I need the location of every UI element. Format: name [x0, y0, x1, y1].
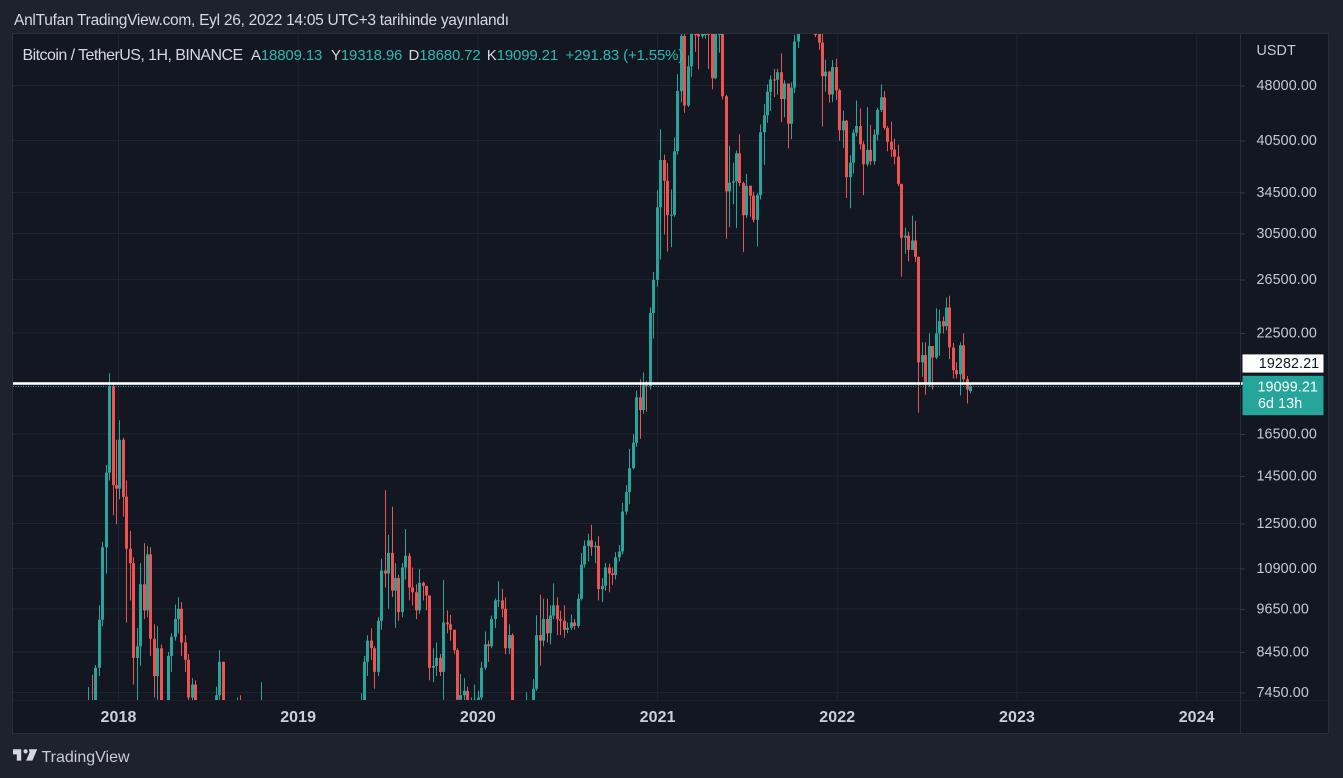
svg-text:19099.21: 19099.21	[1258, 379, 1318, 395]
svg-text:6d 13h: 6d 13h	[1258, 396, 1302, 412]
svg-text:34500.00: 34500.00	[1257, 185, 1317, 201]
svg-text:10900.00: 10900.00	[1257, 561, 1317, 577]
svg-text:8450.00: 8450.00	[1257, 645, 1309, 661]
svg-text:2021: 2021	[640, 709, 676, 726]
svg-text:14500.00: 14500.00	[1257, 469, 1317, 485]
svg-text:2019: 2019	[280, 709, 316, 726]
svg-text:12500.00: 12500.00	[1257, 516, 1317, 532]
svg-text:2024: 2024	[1179, 709, 1215, 726]
svg-text:2023: 2023	[999, 709, 1035, 726]
svg-text:30500.00: 30500.00	[1257, 226, 1317, 242]
svg-text:Bitcoin / TetherUS, 1H, BINANC: Bitcoin / TetherUS, 1H, BINANCE	[23, 47, 243, 64]
svg-text:16500.00: 16500.00	[1257, 427, 1317, 443]
svg-text:2022: 2022	[819, 709, 855, 726]
svg-text:19282.21: 19282.21	[1259, 356, 1319, 372]
svg-text:7450.00: 7450.00	[1257, 685, 1309, 701]
svg-text:2018: 2018	[101, 709, 137, 726]
svg-text:22500.00: 22500.00	[1257, 326, 1317, 342]
svg-text:USDT: USDT	[1257, 43, 1296, 59]
svg-text:40500.00: 40500.00	[1257, 133, 1317, 149]
svg-text:48000.00: 48000.00	[1257, 78, 1317, 94]
svg-text:2020: 2020	[460, 709, 496, 726]
svg-text:26500.00: 26500.00	[1257, 272, 1317, 288]
svg-text:9650.00: 9650.00	[1257, 602, 1309, 618]
